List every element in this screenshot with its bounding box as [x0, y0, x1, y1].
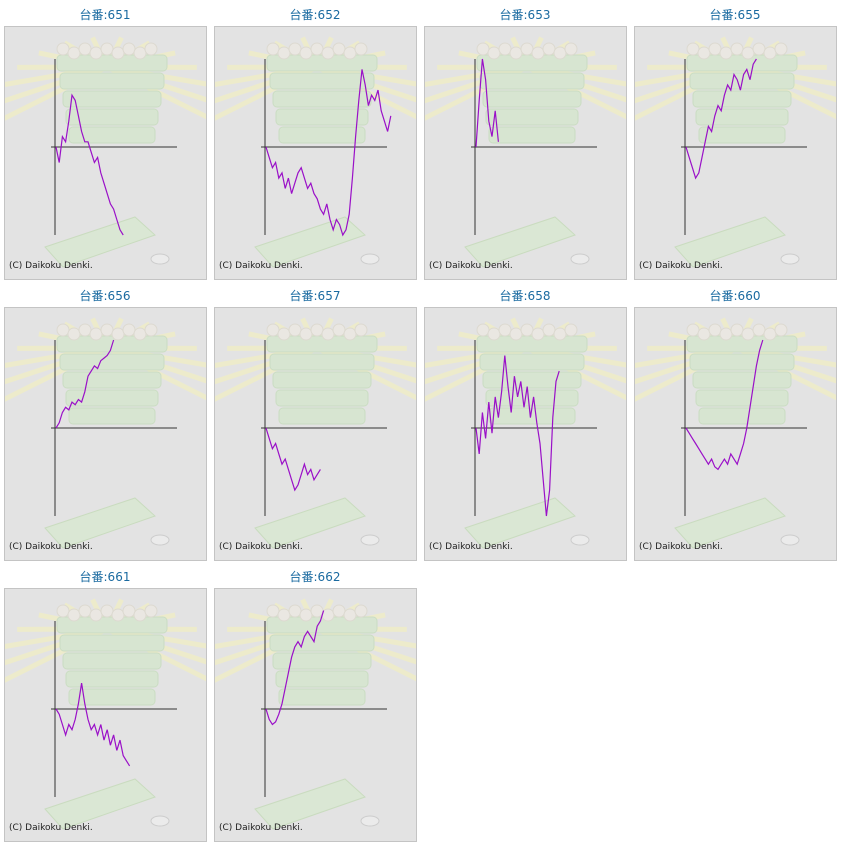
chart-panel: (C) Daikoku Denki.	[634, 26, 837, 280]
chart-panel: (C) Daikoku Denki.	[424, 307, 627, 561]
chart-cell: 台番:653 (C) Daikoku Denki.	[420, 0, 630, 280]
watermark-art	[5, 598, 206, 830]
chart-title: 台番:660	[709, 289, 761, 303]
series-line	[685, 339, 764, 471]
chart-cell: 台番:655 (C) Daikoku Denki.	[630, 0, 840, 280]
chart-panel: (C) Daikoku Denki.	[4, 307, 207, 561]
watermark-art	[5, 36, 206, 268]
chart-title: 台番:652	[289, 8, 341, 22]
copyright-label: (C) Daikoku Denki.	[219, 542, 303, 552]
chart-panel: (C) Daikoku Denki.	[4, 26, 207, 280]
line-chart	[635, 317, 836, 549]
chart-title: 台番:662	[289, 570, 341, 584]
watermark-art	[215, 598, 416, 830]
chart-panel: (C) Daikoku Denki.	[214, 26, 417, 280]
line-chart	[5, 317, 206, 549]
line-chart	[215, 598, 416, 830]
line-chart	[425, 317, 626, 549]
chart-cell: 台番:658 (C) Daikoku Denki.	[420, 281, 630, 561]
chart-title: 台番:657	[289, 289, 341, 303]
watermark-art	[425, 317, 626, 549]
series-line	[55, 93, 124, 236]
chart-cell: 台番:651 (C) Daikoku Denki.	[0, 0, 210, 280]
watermark-art	[5, 317, 206, 549]
chart-title: 台番:656	[79, 289, 131, 303]
chart-cell: 台番:660 (C) Daikoku Denki.	[630, 281, 840, 561]
chart-panel: (C) Daikoku Denki.	[214, 588, 417, 842]
copyright-label: (C) Daikoku Denki.	[639, 261, 723, 271]
series-line	[55, 339, 115, 429]
line-chart	[425, 36, 626, 268]
chart-cell: 台番:652 (C) Daikoku Denki.	[210, 0, 420, 280]
chart-panel: (C) Daikoku Denki.	[634, 307, 837, 561]
series-line	[685, 58, 757, 180]
line-chart	[215, 36, 416, 268]
watermark-art	[425, 36, 626, 268]
copyright-label: (C) Daikoku Denki.	[9, 823, 93, 833]
chart-panel: (C) Daikoku Denki.	[424, 26, 627, 280]
chart-title: 台番:661	[79, 570, 131, 584]
line-chart	[5, 36, 206, 268]
line-chart	[5, 598, 206, 830]
chart-cell: 台番:661 (C) Daikoku Denki.	[0, 562, 210, 842]
watermark-art	[215, 36, 416, 268]
chart-cell: 台番:656 (C) Daikoku Denki.	[0, 281, 210, 561]
copyright-label: (C) Daikoku Denki.	[429, 542, 513, 552]
chart-cell: 台番:657 (C) Daikoku Denki.	[210, 281, 420, 561]
chart-title: 台番:651	[79, 8, 131, 22]
series-line	[265, 69, 392, 237]
series-line	[55, 683, 131, 767]
chart-cell: 台番:662 (C) Daikoku Denki.	[210, 562, 420, 842]
watermark-art	[635, 317, 836, 549]
chart-panel: (C) Daikoku Denki.	[4, 588, 207, 842]
line-chart	[215, 317, 416, 549]
copyright-label: (C) Daikoku Denki.	[219, 823, 303, 833]
series-line	[475, 355, 560, 517]
copyright-label: (C) Daikoku Denki.	[9, 542, 93, 552]
line-chart	[635, 36, 836, 268]
watermark-art	[215, 317, 416, 549]
copyright-label: (C) Daikoku Denki.	[219, 261, 303, 271]
copyright-label: (C) Daikoku Denki.	[639, 542, 723, 552]
copyright-label: (C) Daikoku Denki.	[429, 261, 513, 271]
chart-title: 台番:658	[499, 289, 551, 303]
watermark-art	[635, 36, 836, 268]
chart-title: 台番:653	[499, 8, 551, 22]
series-line	[265, 610, 325, 726]
chart-title: 台番:655	[709, 8, 761, 22]
series-line	[265, 427, 321, 492]
series-line	[475, 58, 499, 148]
copyright-label: (C) Daikoku Denki.	[9, 261, 93, 271]
chart-panel: (C) Daikoku Denki.	[214, 307, 417, 561]
